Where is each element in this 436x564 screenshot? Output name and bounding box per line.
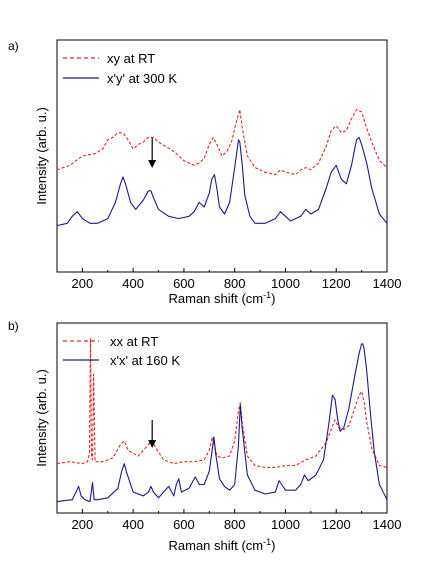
panel-b-legend-item-2: x'x' at 160 K xyxy=(110,353,180,368)
panel-b-x-tick-label: 800 xyxy=(224,517,246,532)
panel-a-series-dashed-line xyxy=(56,109,388,176)
panel-b-arrow-annotation xyxy=(148,420,157,448)
panel-b-x-ticks: 200 400 600 800 1000 1200 1400 xyxy=(56,509,402,532)
panel-b-x-tick-label: 200 xyxy=(72,517,94,532)
panel-a-x-tick-label: 600 xyxy=(173,276,195,291)
panel-a-x-axis-label-end: ) xyxy=(271,291,275,306)
panel-a-label: a) xyxy=(8,39,19,53)
panel-b-x-axis-label-main: Raman shift (cm xyxy=(169,538,264,553)
panel-a-y-axis-label: Intensity (arb. u.) xyxy=(34,107,49,205)
panel-a-plot-frame xyxy=(56,39,388,273)
panel-b-series-solid-line xyxy=(56,343,388,503)
panel-a-x-tick-label: 1400 xyxy=(373,276,402,291)
panel-b-plot-frame xyxy=(56,322,388,514)
panel-a-series-solid-line xyxy=(56,136,388,227)
panel-b-series xyxy=(56,337,388,503)
panel-a-arrow-annotation xyxy=(148,138,157,168)
panel-b-x-axis-label-end: ) xyxy=(271,538,275,553)
panel-a-x-axis-label-sup: -1 xyxy=(263,290,271,300)
panel-a-legend-item-2: x'y' at 300 K xyxy=(107,71,177,86)
panel-b-x-tick-label: 1000 xyxy=(271,517,300,532)
panel-a-x-tick-label: 800 xyxy=(224,276,246,291)
panel-a-x-tick-label: 400 xyxy=(122,276,144,291)
panel-b-x-axis-label-sup: -1 xyxy=(263,537,271,547)
panel-a-legend-item-1: xy at RT xyxy=(107,51,155,66)
panel-a-arrow-head xyxy=(148,160,157,168)
panel-a: a) Intensity (arb. u.) Raman shift (cm-1… xyxy=(8,39,401,306)
panel-a-x-tick-label: 1000 xyxy=(271,276,300,291)
panel-b-x-tick-label: 1400 xyxy=(373,517,402,532)
panel-b-legend: xx at RT x'x' at 160 K xyxy=(63,334,180,368)
panel-b-y-axis-label: Intensity (arb. u.) xyxy=(34,369,49,467)
panel-a-legend: xy at RT x'y' at 300 K xyxy=(63,51,177,86)
panel-b-arrow-head xyxy=(148,440,157,448)
panel-a-x-ticks: 200 400 600 800 1000 1200 1400 xyxy=(56,268,402,291)
panel-b-x-tick-label: 400 xyxy=(122,517,144,532)
panel-b-series-dashed-line xyxy=(56,337,388,468)
panel-b: b) Intensity (arb. u.) Raman shift (cm-1… xyxy=(8,319,401,553)
panel-b-legend-item-1: xx at RT xyxy=(110,334,158,349)
panel-a-series xyxy=(56,109,388,227)
panel-a-x-tick-label: 200 xyxy=(72,276,94,291)
panel-b-x-tick-label: 1200 xyxy=(322,517,351,532)
panel-b-x-axis-label: Raman shift (cm-1) xyxy=(169,537,276,553)
panel-a-x-axis-label: Raman shift (cm-1) xyxy=(169,290,276,306)
panel-a-x-axis-label-main: Raman shift (cm xyxy=(169,291,264,306)
panel-a-x-tick-label: 1200 xyxy=(322,276,351,291)
panel-b-x-tick-label: 600 xyxy=(173,517,195,532)
panel-b-label: b) xyxy=(8,319,19,333)
